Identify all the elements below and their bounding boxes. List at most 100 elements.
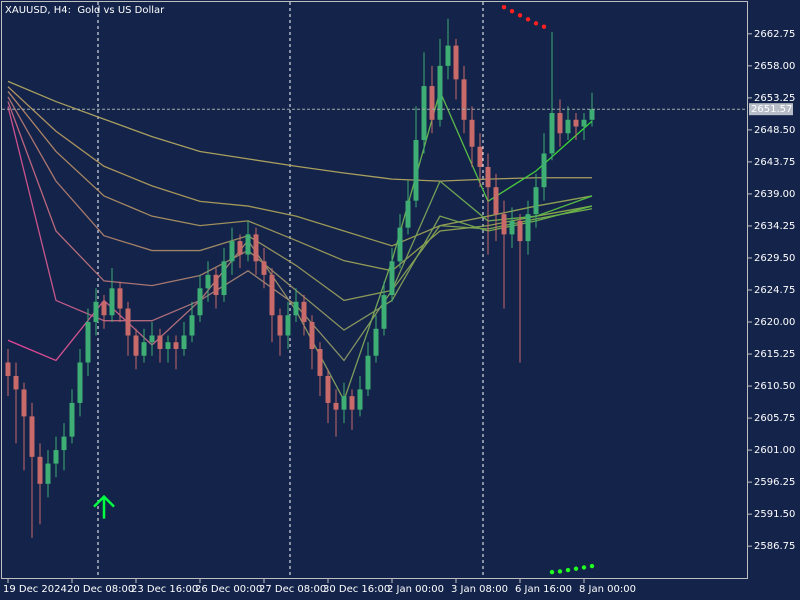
current-price-label: 2651.57 [751, 104, 792, 115]
candle-body [565, 119, 571, 134]
x-tick-label: 30 Dec 16:00 [323, 584, 390, 595]
candle-body [85, 322, 91, 363]
y-tick-label: 2591.50 [754, 509, 795, 520]
candle-body [541, 153, 547, 188]
x-tick-label: 26 Dec 00:00 [195, 584, 262, 595]
candle-body [53, 450, 59, 464]
y-tick-label: 2658.00 [754, 61, 795, 72]
candle-body [349, 396, 355, 410]
candle-body [165, 342, 171, 349]
candle-body [389, 261, 395, 296]
y-tick-label: 2615.25 [754, 349, 795, 360]
candle-body [261, 261, 267, 275]
candle-body [117, 288, 123, 309]
candle-body [381, 295, 387, 329]
candle-body [213, 274, 219, 296]
candle-body [421, 86, 427, 140]
candle-body [301, 301, 307, 323]
y-tick-label: 2648.50 [754, 125, 795, 136]
candle-body [5, 362, 11, 376]
candle-body [325, 375, 331, 403]
candle-body [29, 416, 35, 457]
x-tick-label: 6 Jan 16:00 [515, 584, 572, 595]
candle-body [141, 342, 147, 356]
candle-body [125, 308, 131, 336]
candle-body [221, 261, 227, 296]
signal-dot [565, 567, 571, 573]
candle-body [477, 146, 483, 167]
x-tick-label: 23 Dec 16:00 [131, 584, 198, 595]
candle-body [229, 241, 235, 262]
plot-frame [1, 1, 748, 579]
candle-body [461, 79, 467, 120]
signal-dot [509, 9, 515, 14]
candle-body [357, 389, 363, 410]
candle-body [245, 234, 251, 255]
candle-body [317, 348, 323, 376]
candle-body [293, 301, 299, 316]
candle-body [373, 328, 379, 356]
candle-body [341, 396, 347, 410]
candle-body [549, 113, 555, 154]
x-tick-label: 19 Dec 2024 [3, 584, 67, 595]
candle-body [573, 119, 579, 127]
signal-dot [501, 4, 507, 10]
candle-body [445, 45, 451, 66]
candle-body [69, 402, 75, 437]
y-tick-label: 2610.50 [754, 381, 795, 392]
signal-dot [541, 24, 547, 29]
signal-dot [517, 13, 523, 18]
candle-body [21, 389, 27, 417]
plot-layer [2, 4, 752, 583]
candle-body [61, 436, 67, 451]
candle-body [525, 214, 531, 242]
candle-body [157, 335, 163, 349]
candle-body [509, 220, 515, 235]
x-tick-label: 27 Dec 08:00 [259, 584, 326, 595]
candle-body [173, 342, 179, 349]
candle-body [493, 187, 499, 215]
y-tick-label: 2624.75 [754, 285, 795, 296]
candle-body [557, 113, 563, 134]
signal-dot [525, 17, 531, 22]
candle-body [333, 402, 339, 410]
candle-body [309, 322, 315, 349]
candle-body [517, 220, 523, 242]
candle-body [413, 139, 419, 201]
candle-body [253, 234, 259, 262]
candle-body [37, 456, 43, 484]
candle-body [277, 315, 283, 336]
candle-body [149, 335, 155, 343]
x-tick-label: 2 Jan 00:00 [387, 584, 444, 595]
candle-body [237, 241, 243, 255]
chart-title: XAUUSD, H4: Gold vs US Dollar [5, 5, 165, 16]
y-tick-label: 2586.75 [754, 541, 795, 552]
y-tick-label: 2601.00 [754, 445, 795, 456]
candle-body [581, 119, 587, 127]
signal-dot [573, 566, 579, 571]
signal-dot [557, 569, 563, 574]
y-tick-label: 2605.75 [754, 413, 795, 424]
signal-dot [549, 569, 555, 575]
candle-body [285, 315, 291, 336]
candle-body [133, 335, 139, 356]
candle-body [501, 214, 507, 235]
y-tick-label: 2634.25 [754, 221, 795, 232]
candle-body [437, 65, 443, 120]
y-tick-label: 2596.25 [754, 477, 795, 488]
current-price-box [749, 103, 793, 116]
candle-body [405, 200, 411, 228]
signal-dot [589, 563, 595, 569]
candle-body [397, 227, 403, 262]
candle-body [197, 288, 203, 316]
x-tick-label: 3 Jan 08:00 [451, 584, 508, 595]
candle-body [205, 274, 211, 289]
y-tick-label: 2620.00 [754, 317, 795, 328]
candle-body [77, 362, 83, 403]
x-tick-label: 8 Jan 00:00 [579, 584, 636, 595]
candle-body [189, 315, 195, 336]
candle-body [469, 119, 475, 147]
